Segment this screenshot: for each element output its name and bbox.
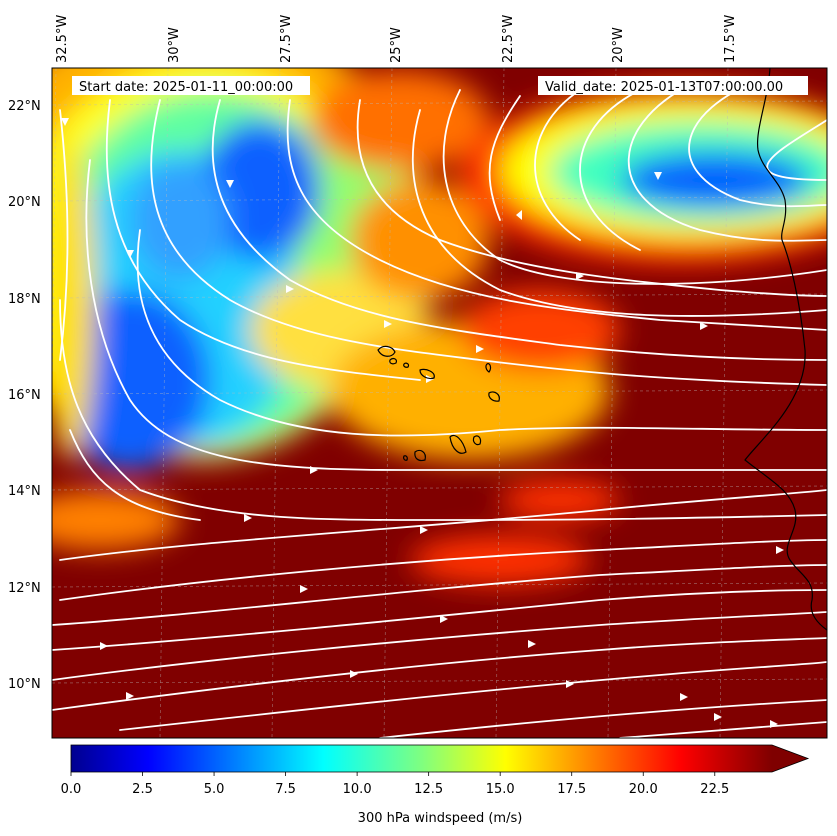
colorbar: 0.0 2.5 5.0 7.5 10.0 12.5 15.0 17.5 20.0 22.5 300…	[61, 744, 810, 826]
colorbar-tick-label: 0.0	[61, 782, 82, 797]
lat-ticks: 22°N 20°N 18°N 16°N 14°N 12°N 10°N	[8, 99, 41, 692]
colorbar-extend-arrow	[772, 745, 808, 772]
colorbar-tick-label: 20.0	[629, 782, 658, 797]
lat-tick-label: 10°N	[8, 677, 41, 692]
colorbar-gradient	[71, 745, 772, 772]
colorbar-tick-label: 2.5	[132, 782, 153, 797]
lat-tick-label: 14°N	[8, 484, 41, 499]
colorbar-outline	[70, 744, 810, 773]
colorbar-label: 300 hPa windspeed (m/s)	[358, 811, 523, 826]
lat-tick-label: 12°N	[8, 581, 41, 596]
colorbar-tick-label: 7.5	[275, 782, 296, 797]
map-panel	[52, 68, 827, 738]
streamline-arrows	[61, 118, 784, 728]
lon-tick-label: 30°W	[167, 27, 182, 63]
lat-tick-label: 18°N	[8, 292, 41, 307]
colorbar-tick-label: 17.5	[557, 782, 586, 797]
windspeed-field	[52, 68, 827, 585]
streamlines	[52, 79, 827, 738]
lon-tick-label: 20°W	[611, 27, 626, 63]
graticule	[52, 68, 827, 738]
lat-tick-label: 20°N	[8, 195, 41, 210]
start-date-box	[72, 76, 310, 95]
colorbar-tick-label: 12.5	[414, 782, 443, 797]
valid-date-text: Valid_date: 2025-01-13T07:00:00.00	[545, 80, 783, 95]
lon-ticks: 32.5°W 30°W 27.5°W 25°W 22.5°W 20°W 17.5…	[55, 15, 738, 63]
colorbar-tick-label: 15.0	[486, 782, 515, 797]
colorbar-tick-label: 10.0	[343, 782, 372, 797]
colorbar-tick-label: 22.5	[700, 782, 729, 797]
map-frame	[51, 67, 828, 739]
valid-date-box	[538, 76, 808, 95]
lon-tick-label: 17.5°W	[723, 15, 738, 63]
lat-tick-label: 16°N	[8, 388, 41, 403]
colorbar-ticks: 0.0 2.5 5.0 7.5 10.0 12.5 15.0 17.5 20.0 22.5	[61, 772, 729, 797]
coastlines	[377, 68, 827, 631]
start-date-text: Start date: 2025-01-11_00:00:00	[79, 80, 293, 95]
lon-tick-label: 32.5°W	[55, 15, 70, 63]
colorbar-tick-label: 5.0	[204, 782, 225, 797]
lon-tick-label: 22.5°W	[501, 15, 516, 63]
lat-tick-label: 22°N	[8, 99, 41, 114]
lon-tick-label: 27.5°W	[279, 15, 294, 63]
lon-tick-label: 25°W	[389, 27, 404, 63]
